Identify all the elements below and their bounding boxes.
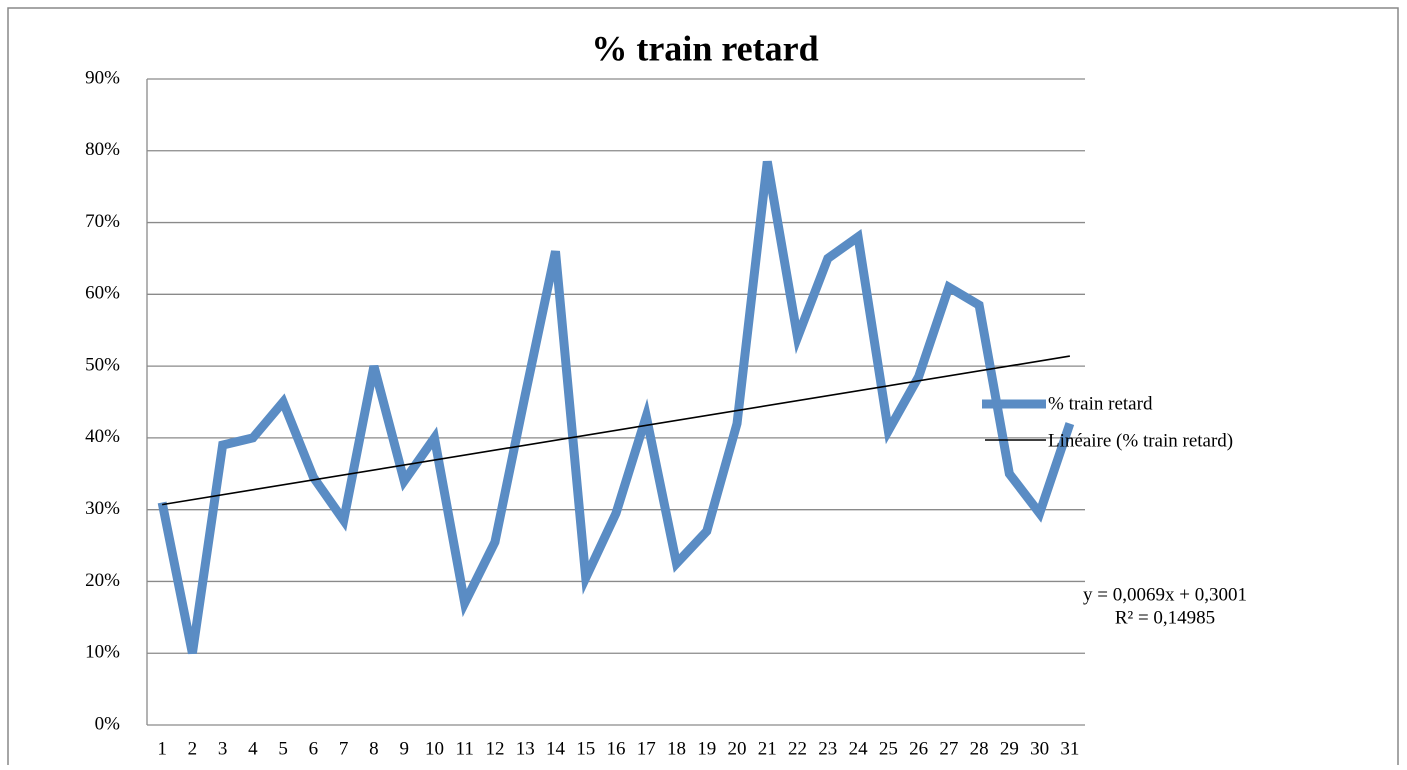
x-tick-label: 4 <box>248 738 258 759</box>
x-tick-label: 2 <box>188 738 198 759</box>
y-tick-label: 20% <box>85 570 120 591</box>
x-tick-label: 14 <box>546 738 566 759</box>
x-tick-label: 29 <box>1000 738 1019 759</box>
x-tick-label: 5 <box>278 738 288 759</box>
x-tick-label: 23 <box>818 738 837 759</box>
y-tick-label: 10% <box>85 642 120 663</box>
y-tick-label: 90% <box>85 67 120 88</box>
x-tick-label: 18 <box>667 738 686 759</box>
y-tick-label: 70% <box>85 211 120 232</box>
y-tick-label: 80% <box>85 139 120 160</box>
chart-frame <box>7 7 1399 770</box>
x-tick-label: 10 <box>425 738 444 759</box>
x-tick-label: 3 <box>218 738 228 759</box>
y-tick-label: 60% <box>85 283 120 304</box>
x-tick-label: 30 <box>1030 738 1049 759</box>
x-tick-label: 13 <box>516 738 535 759</box>
legend-label: Linéaire (% train retard) <box>1048 430 1233 451</box>
x-tick-label: 17 <box>637 738 656 759</box>
x-tick-label: 21 <box>758 738 777 759</box>
x-tick-label: 15 <box>576 738 595 759</box>
data-line <box>157 160 1075 655</box>
x-tick-label: 11 <box>456 738 474 759</box>
x-tick-label: 25 <box>879 738 898 759</box>
y-tick-label: 50% <box>85 354 120 375</box>
y-tick-label: 0% <box>95 713 121 734</box>
x-tick-label: 20 <box>728 738 747 759</box>
legend-label: % train retard <box>1048 393 1153 414</box>
trendline-r2: R² = 0,14985 <box>1115 607 1215 628</box>
x-tick-label: 7 <box>339 738 349 759</box>
trendline <box>161 355 1071 506</box>
x-tick-label: 19 <box>697 738 716 759</box>
x-tick-label: 12 <box>485 738 504 759</box>
x-tick-label: 27 <box>939 738 958 759</box>
chart-title: % train retard <box>591 28 818 68</box>
x-tick-label: 31 <box>1060 738 1079 759</box>
y-tick-label: 30% <box>85 498 120 519</box>
x-tick-label: 6 <box>309 738 319 759</box>
trendline-equation: y = 0,0069x + 0,3001 <box>1083 584 1247 605</box>
y-tick-label: 40% <box>85 426 120 447</box>
x-tick-label: 9 <box>399 738 409 759</box>
x-tick-label: 1 <box>157 738 167 759</box>
x-tick-label: 24 <box>849 738 869 759</box>
x-tick-label: 22 <box>788 738 807 759</box>
x-tick-label: 16 <box>607 738 626 759</box>
x-tick-label: 8 <box>369 738 379 759</box>
x-tick-label: 26 <box>909 738 928 759</box>
x-tick-label: 28 <box>970 738 989 759</box>
